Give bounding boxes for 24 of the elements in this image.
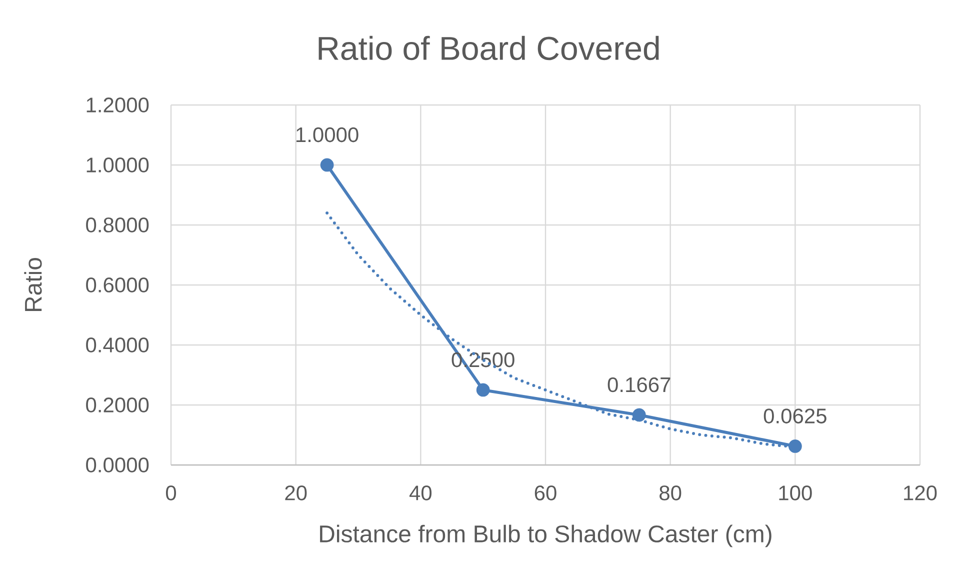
x-tick-label: 120 — [904, 486, 937, 500]
point — [320, 158, 334, 172]
x-tick-label: 40 — [409, 486, 432, 500]
data-label: 1.0000 — [296, 127, 358, 142]
y-axis-title: Ratio — [24, 258, 42, 312]
x-tick-label: 60 — [534, 486, 556, 500]
y-tick-label: 1.0000 — [86, 158, 149, 172]
y-tick-label: 0.8000 — [86, 218, 149, 232]
point — [632, 408, 646, 422]
point — [788, 440, 802, 453]
y-tick-label: 0.2000 — [86, 398, 149, 412]
y-tick-label: 0.0000 — [86, 458, 149, 472]
x-tick-label: 80 — [660, 486, 682, 500]
y-tick-label: 1.2000 — [86, 98, 149, 112]
x-tick-label: 100 — [779, 486, 812, 500]
data-label: 0.1667 — [608, 377, 670, 392]
data-label: 0.0625 — [764, 408, 826, 424]
point — [476, 383, 490, 397]
y-tick-label: 0.4000 — [86, 338, 149, 352]
y-tick-label: 0.6000 — [86, 278, 149, 292]
x-tick-label: 20 — [285, 486, 307, 500]
x-tick-label: 0 — [166, 486, 176, 500]
chart-title: Ratio of Board Covered — [318, 36, 659, 60]
x-axis-title: Distance from Bulb to Shadow Caster (cm) — [320, 524, 772, 548]
